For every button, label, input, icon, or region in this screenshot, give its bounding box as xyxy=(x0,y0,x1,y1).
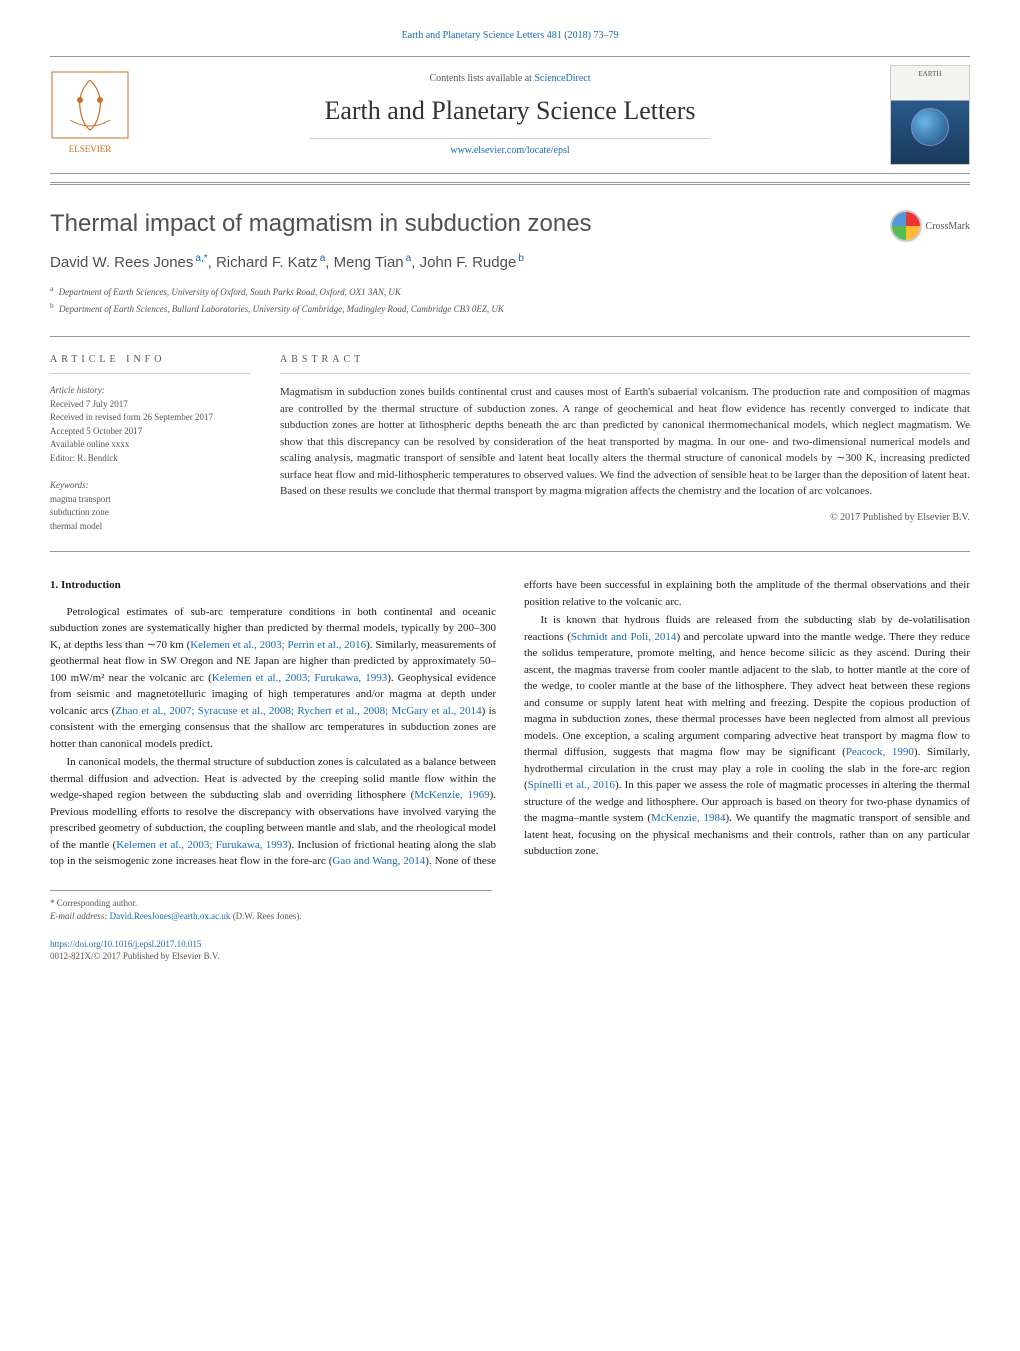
crossmark-badge[interactable]: CrossMark xyxy=(890,210,970,242)
article-body: 1. Introduction Petrological estimates o… xyxy=(50,577,970,870)
article-title: Thermal impact of magmatism in subductio… xyxy=(50,210,970,238)
author-email-link[interactable]: David.ReesJones@earth.ox.ac.uk xyxy=(110,911,231,921)
citation-link[interactable]: Schmidt and Poli, 2014 xyxy=(571,631,677,643)
citation-link[interactable]: Peacock, 1990 xyxy=(846,746,914,758)
citation-link[interactable]: Zhao et al., 2007; Syracuse et al., 2008… xyxy=(115,705,481,717)
issn-copyright: 0012-821X/© 2017 Published by Elsevier B… xyxy=(50,950,970,963)
abstract-block: abstract Magmatism in subduction zones b… xyxy=(280,352,970,533)
footer-meta: https://doi.org/10.1016/j.epsl.2017.10.0… xyxy=(50,938,970,963)
svg-text:ELSEVIER: ELSEVIER xyxy=(69,144,112,154)
citation-link[interactable]: McKenzie, 1984 xyxy=(651,812,725,824)
article-info-heading: article info xyxy=(50,352,250,374)
doi-link[interactable]: https://doi.org/10.1016/j.epsl.2017.10.0… xyxy=(50,938,970,951)
footnotes: * Corresponding author. E-mail address: … xyxy=(50,890,492,924)
body-paragraph: It is known that hydrous fluids are rele… xyxy=(524,612,970,860)
keywords-list: magma transportsubduction zonethermal mo… xyxy=(50,493,250,534)
article-history-list: Received 7 July 2017Received in revised … xyxy=(50,398,250,466)
keywords-heading: Keywords: xyxy=(50,479,250,493)
citation-link[interactable]: Kelemen et al., 2003; Furukawa, 1993 xyxy=(212,672,387,684)
abstract-text: Magmatism in subduction zones builds con… xyxy=(280,384,970,500)
header-citation: Earth and Planetary Science Letters 481 … xyxy=(50,30,970,41)
journal-homepage-link[interactable]: www.elsevier.com/locate/epsl xyxy=(310,138,710,156)
crossmark-icon xyxy=(890,210,922,242)
journal-cover-thumbnail: EARTH xyxy=(890,65,970,165)
elsevier-logo: ELSEVIER xyxy=(50,70,130,160)
abstract-heading: abstract xyxy=(280,352,970,374)
citation-link[interactable]: Kelemen et al., 2003; Furukawa, 1993 xyxy=(116,839,288,851)
affiliations: a Department of Earth Sciences, Universi… xyxy=(50,283,970,316)
journal-name: Earth and Planetary Science Letters xyxy=(150,96,870,126)
author-list: David W. Rees Jones a,*, Richard F. Katz… xyxy=(50,253,970,271)
citation-link[interactable]: McKenzie, 1969 xyxy=(414,789,489,801)
article-history-heading: Article history: xyxy=(50,384,250,398)
section-heading: 1. Introduction xyxy=(50,577,496,594)
body-paragraph: Petrological estimates of sub-arc temper… xyxy=(50,604,496,753)
sciencedirect-link[interactable]: ScienceDirect xyxy=(534,73,590,84)
contents-available: Contents lists available at ScienceDirec… xyxy=(150,73,870,84)
masthead: ELSEVIER Contents lists available at Sci… xyxy=(50,56,970,174)
citation-link[interactable]: Spinelli et al., 2016 xyxy=(528,779,615,791)
citation-link[interactable]: Gao and Wang, 2014 xyxy=(332,855,425,867)
article-info-block: article info Article history: Received 7… xyxy=(50,352,250,533)
abstract-copyright: © 2017 Published by Elsevier B.V. xyxy=(280,510,970,525)
citation-link[interactable]: Kelemen et al., 2003; Perrin et al., 201… xyxy=(190,639,366,651)
corresponding-author-mark: * xyxy=(50,898,55,908)
